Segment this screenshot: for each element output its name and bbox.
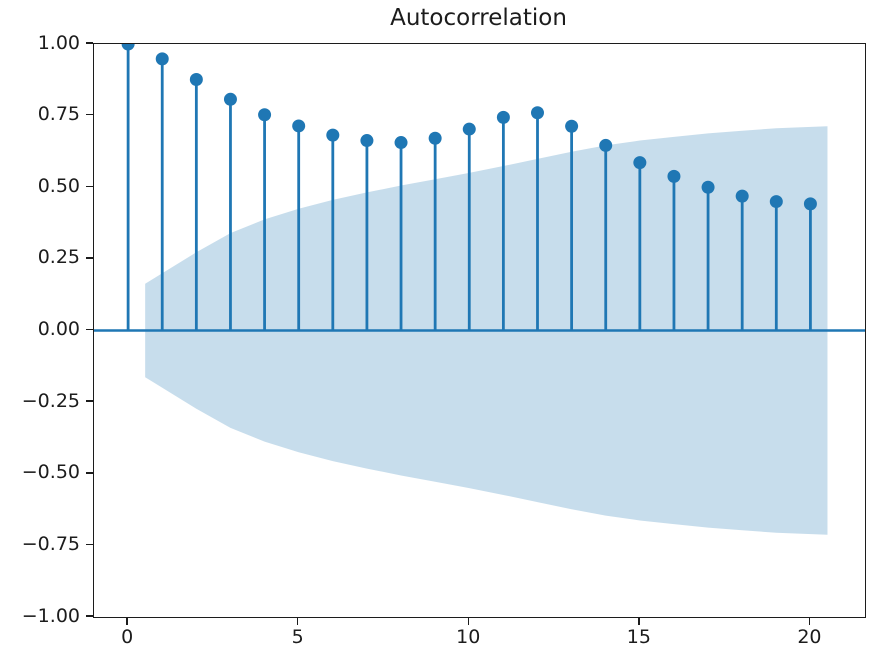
x-tick-label: 0 (121, 626, 134, 648)
x-tick-mark (638, 617, 640, 625)
marker-lag-8 (394, 136, 408, 150)
y-tick-mark (86, 543, 93, 546)
x-tick-mark (296, 617, 299, 625)
y-tick-label: 1.00 (37, 31, 80, 54)
x-tick-label: 5 (291, 626, 304, 648)
marker-lag-12 (530, 106, 544, 120)
marker-lag-10 (462, 122, 476, 136)
y-tick-mark (86, 328, 93, 331)
marker-lag-9 (428, 131, 442, 145)
axes-area (93, 43, 866, 618)
marker-lag-17 (701, 180, 715, 194)
marker-lag-13 (565, 119, 579, 133)
x-tick-label: 15 (626, 626, 651, 648)
x-tick-mark (808, 617, 811, 625)
y-tick-label: 0.25 (37, 246, 80, 269)
y-tick-mark (86, 42, 93, 44)
y-tick-mark (86, 185, 93, 187)
y-tick-mark (86, 257, 93, 259)
y-tick-label: 0.50 (37, 174, 80, 197)
x-tick-mark (126, 617, 128, 625)
marker-lag-2 (189, 73, 203, 87)
y-tick-label: 0.75 (37, 103, 80, 126)
marker-lag-20 (803, 197, 817, 211)
marker-lag-7 (360, 134, 374, 148)
marker-lag-6 (326, 128, 340, 142)
y-tick-label: −0.75 (21, 532, 80, 555)
marker-lag-1 (155, 52, 169, 66)
chart-title: Autocorrelation (390, 5, 567, 31)
y-tick-mark (86, 400, 93, 402)
marker-lag-15 (633, 156, 647, 170)
y-tick-mark (86, 615, 93, 617)
x-tick-label: 20 (797, 626, 822, 648)
y-tick-mark (86, 472, 93, 474)
y-tick-label: −0.50 (21, 461, 80, 484)
x-tick-mark (467, 617, 469, 625)
marker-lag-18 (735, 189, 749, 203)
y-tick-label: −1.00 (21, 604, 80, 627)
y-tick-mark (86, 113, 93, 116)
marker-lag-4 (258, 108, 272, 122)
marker-lag-3 (223, 92, 237, 106)
marker-lag-11 (496, 110, 510, 124)
marker-lag-0 (121, 44, 135, 51)
y-tick-label: −0.25 (21, 389, 80, 412)
acf-plot-canvas (94, 44, 865, 535)
marker-lag-16 (667, 169, 681, 183)
marker-lag-5 (292, 119, 306, 133)
x-tick-label: 10 (456, 626, 481, 648)
y-tick-label: 0.00 (37, 318, 80, 340)
marker-lag-14 (599, 138, 613, 152)
marker-lag-19 (769, 195, 783, 209)
